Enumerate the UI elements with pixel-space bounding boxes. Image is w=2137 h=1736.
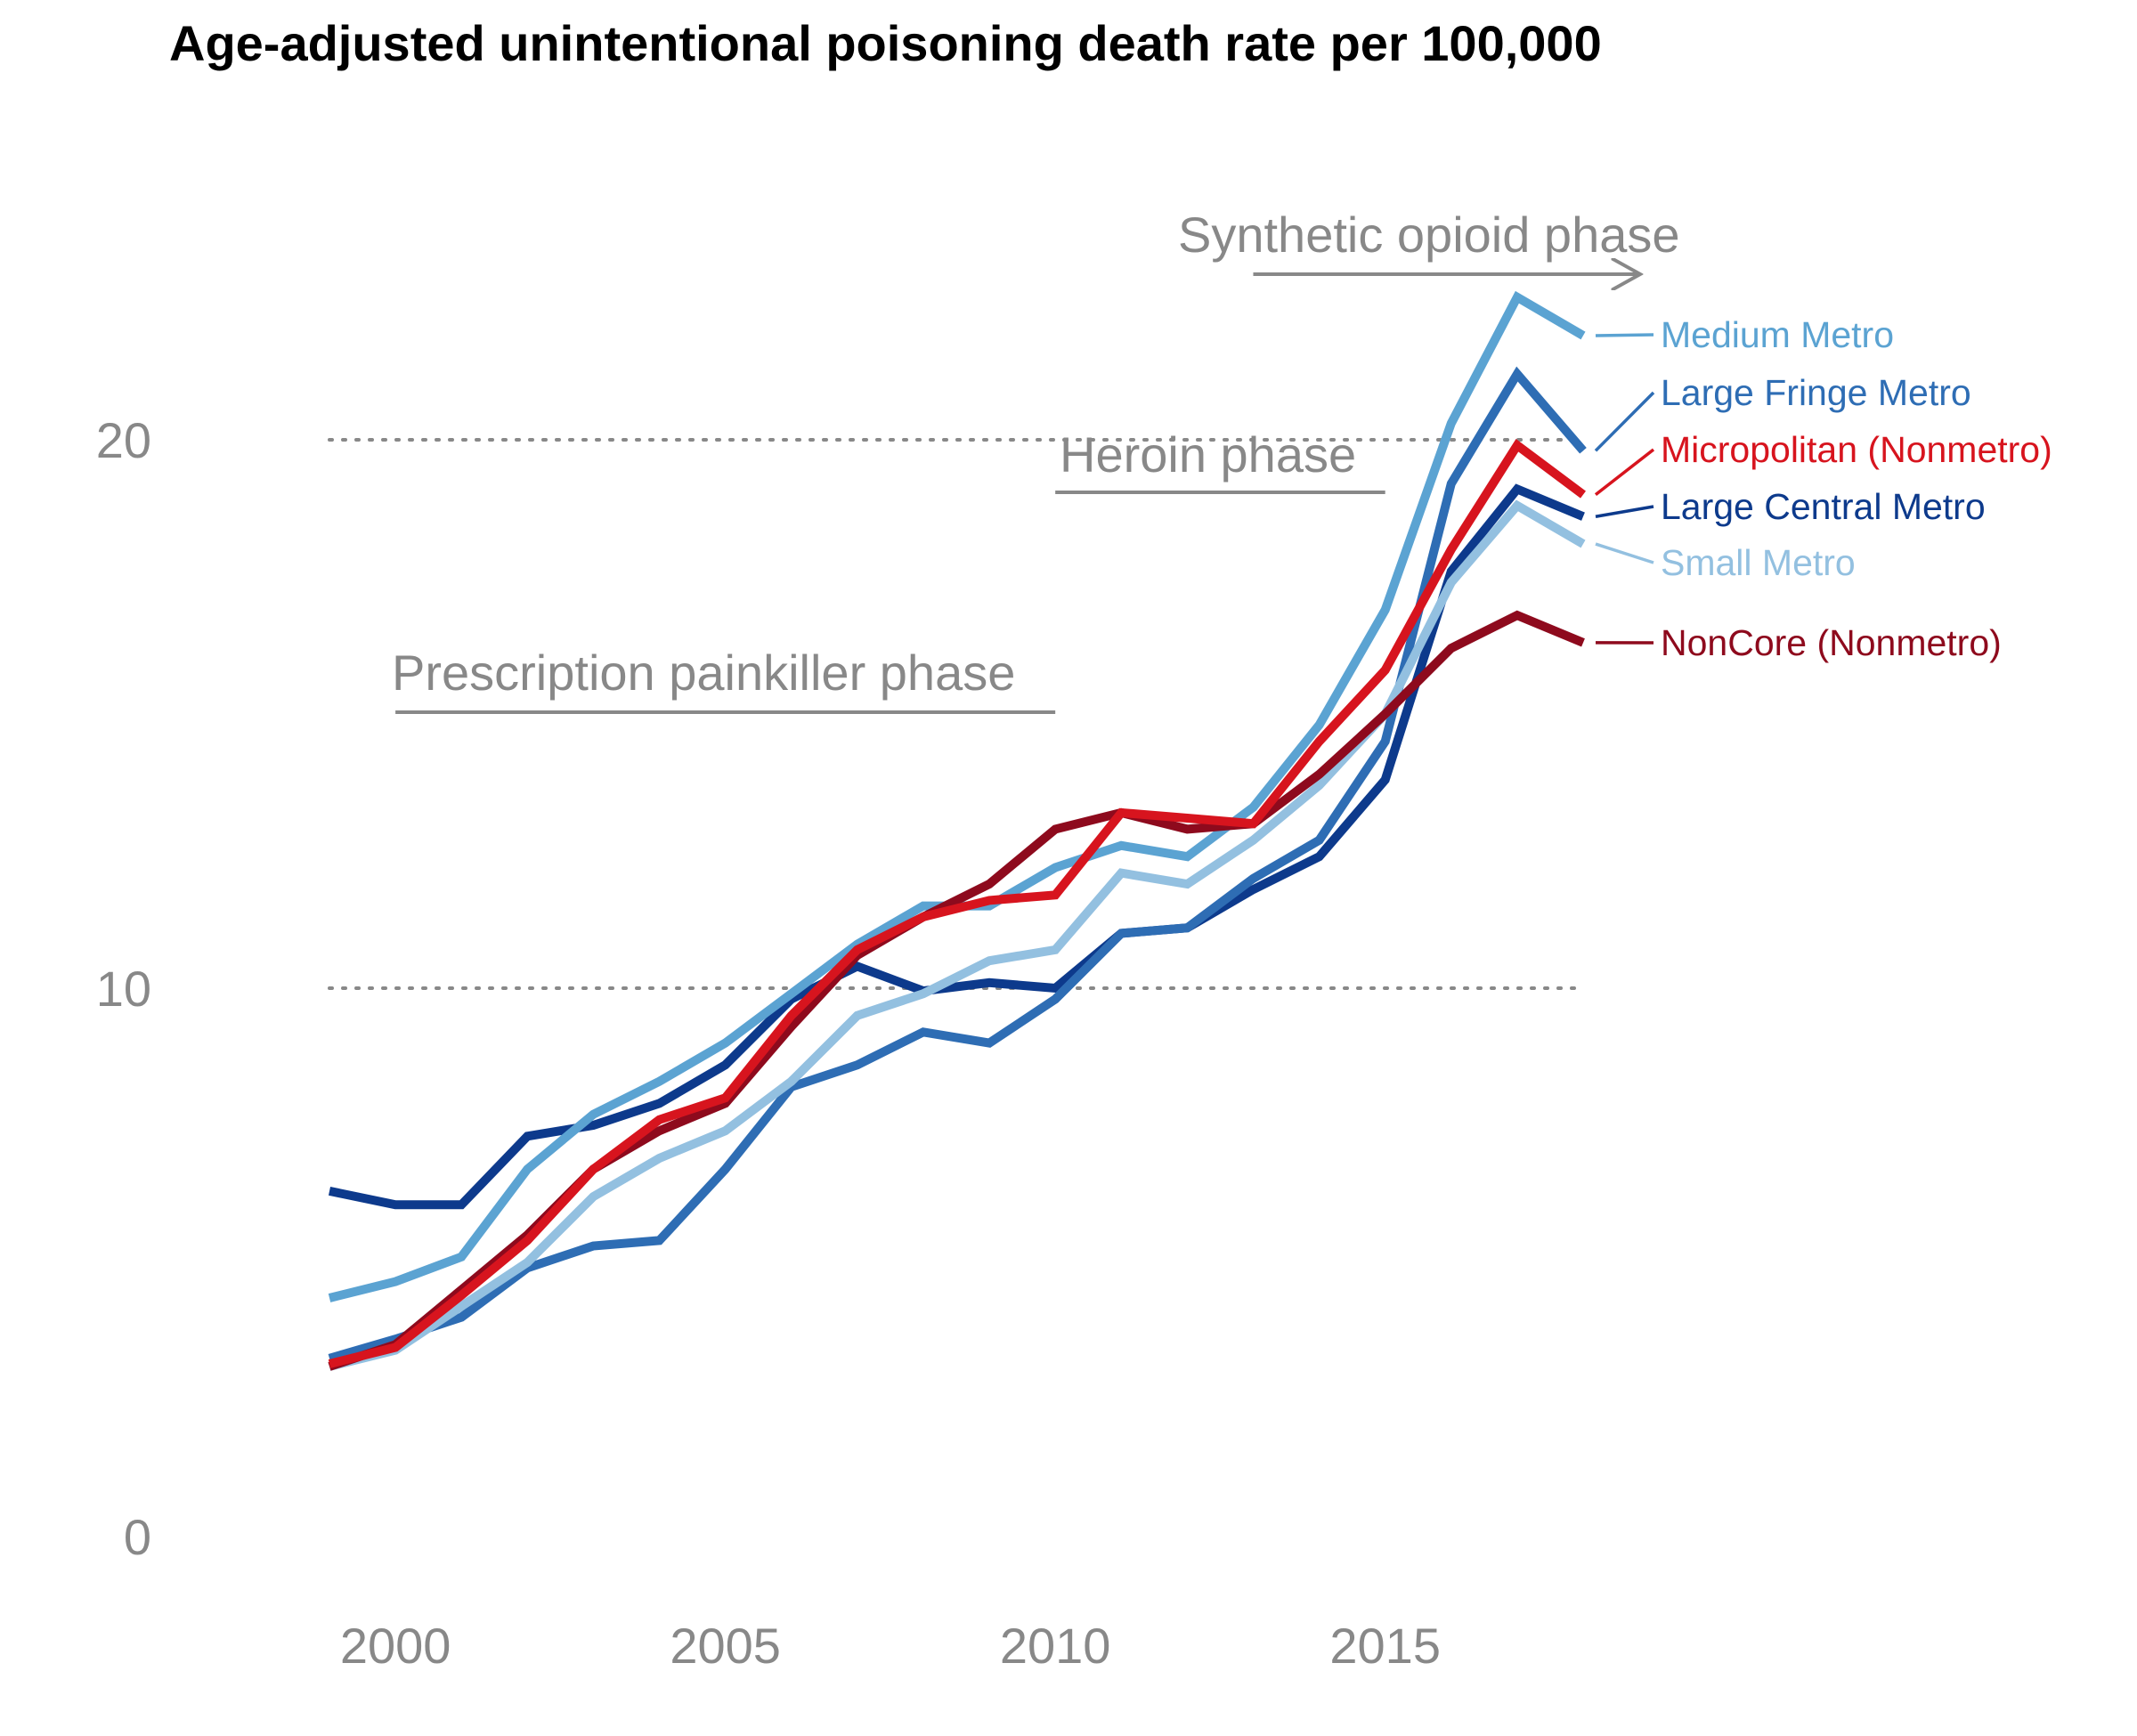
y-tick-label-10: 10 [96,961,151,1017]
series-label-micropolitan-nonmetro: Micropolitan (Nonmetro) [1661,429,2052,470]
x-tick-label-2005: 2005 [670,1618,781,1674]
series-label-medium-metro: Medium Metro [1661,314,1894,355]
x-axis-ticks: 2000 2005 2010 2015 [340,1618,1441,1674]
x-tick-label-2015: 2015 [1329,1618,1441,1674]
series-connector-large-central-metro [1595,505,1654,518]
y-axis-ticks: 0 10 20 [96,412,151,1565]
series-label-small-metro: Small Metro [1661,542,1856,583]
series-connector-large-fringe-metro [1594,391,1655,452]
series-connector-small-metro [1595,542,1654,564]
series-label-large-central-metro: Large Central Metro [1661,486,1986,527]
annotation-label-synthetic: Synthetic opioid phase [1178,207,1680,263]
annotation-label-heroin: Heroin phase [1060,426,1356,483]
series-line-large-central-metro [328,483,1585,1210]
gridlines [328,438,1580,990]
series-label-noncore-nonmetro: NonCore (Nonmetro) [1661,622,2002,663]
series-line-large-fringe-metro [328,366,1587,1363]
series-connector-micropolitan-nonmetro [1594,448,1655,496]
series-line-micropolitan-nonmetro [328,438,1586,1368]
series-label-large-fringe-metro: Large Fringe Metro [1661,372,1971,413]
annotation-label-prescription: Prescription painkiller phase [392,645,1015,701]
x-tick-label-2000: 2000 [340,1618,451,1674]
y-tick-label-20: 20 [96,412,151,468]
series-lines [328,290,1587,1371]
chart-title: Age-adjusted unintentional poisoning dea… [169,15,1602,71]
series-connector-medium-metro [1595,333,1654,337]
series-labels: Medium Metro Large Fringe Metro Micropolit… [1594,314,2052,663]
x-tick-label-2010: 2010 [1000,1618,1111,1674]
phase-annotations: Prescription painkiller phase Heroin phas… [392,207,1680,714]
y-tick-label-0: 0 [124,1509,151,1565]
